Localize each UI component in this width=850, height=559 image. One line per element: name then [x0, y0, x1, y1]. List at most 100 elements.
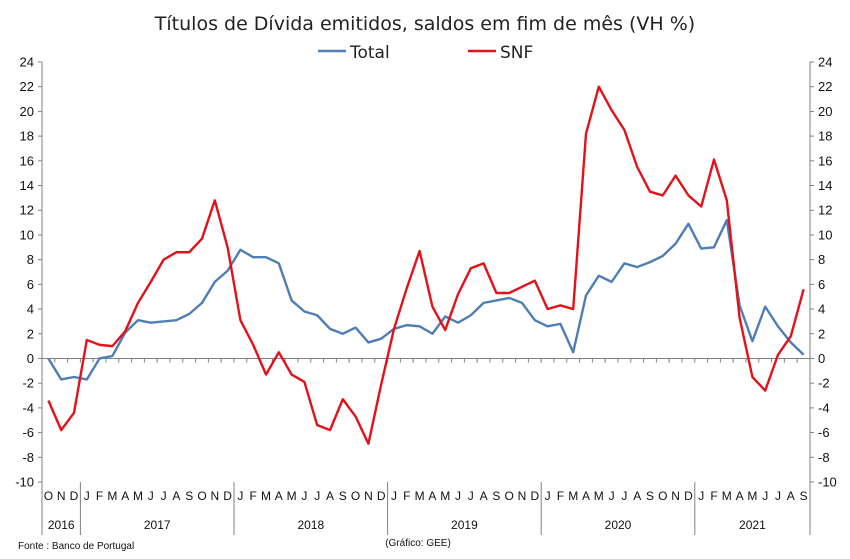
y-tick-label-right: 24 — [818, 55, 832, 70]
y-tick-label-right: 4 — [818, 302, 825, 317]
x-month-label: J — [391, 489, 397, 503]
y-tick-label-right: 0 — [818, 351, 825, 366]
x-month-label: M — [287, 489, 297, 503]
x-month-label: A — [275, 489, 283, 503]
x-month-label: M — [261, 489, 271, 503]
x-month-label: J — [762, 489, 768, 503]
footnote-source: Fonte : Banco de Portugal — [18, 541, 134, 552]
x-month-label: J — [84, 489, 90, 503]
y-tick-label-left: -10 — [15, 475, 34, 490]
x-month-label: A — [121, 489, 129, 503]
x-month-label: A — [172, 489, 180, 503]
x-month-label: J — [468, 489, 474, 503]
x-month-label: D — [684, 489, 693, 503]
footnote-credit: (Gráfico: GEE) — [385, 538, 451, 549]
y-tick-label-left: -6 — [22, 425, 34, 440]
x-month-label: F — [250, 489, 257, 503]
x-month-label: S — [646, 489, 654, 503]
y-tick-label-right: -10 — [818, 475, 837, 490]
y-tick-label-left: -2 — [22, 376, 34, 391]
x-month-label: N — [671, 489, 680, 503]
y-tick-label-right: -6 — [818, 425, 830, 440]
y-tick-label-left: 10 — [20, 227, 34, 242]
y-tick-label-right: 20 — [818, 104, 832, 119]
y-tick-label-right: -4 — [818, 400, 830, 415]
x-month-label: F — [557, 489, 564, 503]
x-year-label: 2017 — [144, 518, 171, 532]
series-lines — [47, 85, 805, 445]
x-month-label: O — [197, 489, 206, 503]
x-month-label: M — [440, 489, 450, 503]
y-tick-label-left: 20 — [20, 104, 34, 119]
y-tick-label-left: 0 — [27, 351, 34, 366]
x-month-label: O — [44, 489, 53, 503]
x-month-label: M — [722, 489, 732, 503]
x-month-label: M — [594, 489, 604, 503]
x-month-label: N — [518, 489, 527, 503]
x-month-label: A — [633, 489, 641, 503]
y-tick-label-left: 12 — [20, 203, 34, 218]
y-tick-label-left: 16 — [20, 153, 34, 168]
x-month-label: J — [609, 489, 615, 503]
x-month-label: M — [133, 489, 143, 503]
x-month-label: A — [736, 489, 744, 503]
x-month-label: J — [698, 489, 704, 503]
y-tick-label-left: 22 — [20, 79, 34, 94]
y-tick-label-right: 10 — [818, 227, 832, 242]
x-month-label: D — [223, 489, 232, 503]
x-month-label: A — [326, 489, 334, 503]
series-line-total — [47, 218, 805, 381]
x-year-label: 2020 — [605, 518, 632, 532]
x-month-label: A — [582, 489, 590, 503]
x-month-label: N — [364, 489, 373, 503]
x-month-label: J — [775, 489, 781, 503]
x-month-label: J — [237, 489, 243, 503]
y-tick-label-right: 18 — [818, 129, 832, 144]
y-tick-label-left: 8 — [27, 252, 34, 267]
x-month-label: A — [480, 489, 488, 503]
x-month-label: M — [568, 489, 578, 503]
legend-label-total: Total — [349, 43, 390, 63]
y-tick-label-left: 4 — [27, 302, 34, 317]
y-tick-label-left: 14 — [20, 178, 34, 193]
x-year-label: 2018 — [297, 518, 324, 532]
x-month-label: F — [96, 489, 103, 503]
y-tick-label-right: -2 — [818, 376, 830, 391]
x-year-label: 2019 — [451, 518, 478, 532]
x-month-label: N — [210, 489, 219, 503]
x-month-label: J — [621, 489, 627, 503]
legend-label-snf: SNF — [500, 43, 533, 63]
y-tick-label-right: 22 — [818, 79, 832, 94]
x-month-label: O — [505, 489, 514, 503]
x-month-label: J — [314, 489, 320, 503]
x-month-label: S — [339, 489, 347, 503]
x-year-label: 2016 — [48, 518, 75, 532]
x-month-label: M — [415, 489, 425, 503]
x-month-label: D — [377, 489, 386, 503]
legend: Total SNF — [318, 43, 533, 63]
x-month-label: A — [428, 489, 436, 503]
x-month-label: D — [70, 489, 79, 503]
x-month-label: F — [710, 489, 717, 503]
y-tick-label-right: 8 — [818, 252, 825, 267]
axes — [41, 62, 811, 535]
y-tick-label-right: 12 — [818, 203, 832, 218]
x-month-label: J — [455, 489, 461, 503]
x-month-label: M — [107, 489, 117, 503]
x-month-label: S — [185, 489, 193, 503]
x-year-label: 2021 — [739, 518, 766, 532]
x-month-label: O — [658, 489, 667, 503]
x-month-label: N — [57, 489, 66, 503]
x-month-label: J — [148, 489, 154, 503]
y-tick-label-right: 16 — [818, 153, 832, 168]
y-tick-label-left: 2 — [27, 326, 34, 341]
x-month-label: S — [492, 489, 500, 503]
y-tick-label-right: 14 — [818, 178, 832, 193]
y-tick-label-left: 6 — [27, 277, 34, 292]
x-month-label: J — [161, 489, 167, 503]
y-tick-label-left: 24 — [20, 55, 34, 70]
y-tick-label-right: -8 — [818, 450, 830, 465]
